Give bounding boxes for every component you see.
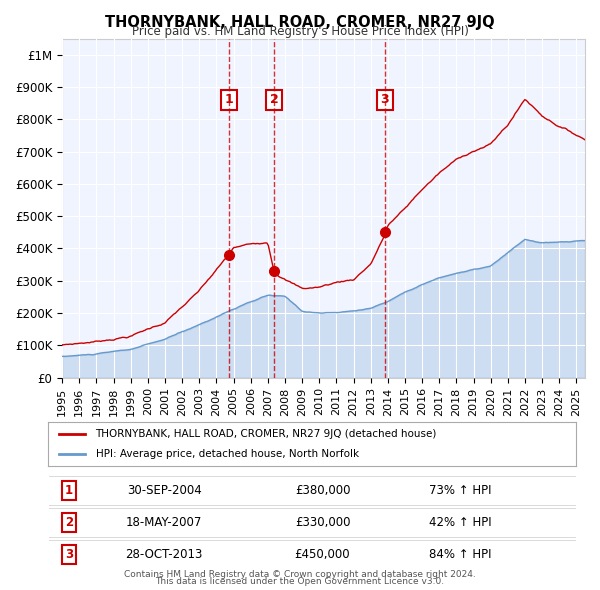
- Text: 84% ↑ HPI: 84% ↑ HPI: [428, 548, 491, 561]
- Text: £380,000: £380,000: [295, 484, 350, 497]
- Text: 42% ↑ HPI: 42% ↑ HPI: [428, 516, 491, 529]
- Text: THORNYBANK, HALL ROAD, CROMER, NR27 9JQ: THORNYBANK, HALL ROAD, CROMER, NR27 9JQ: [105, 15, 495, 30]
- Text: 3: 3: [380, 93, 389, 106]
- Text: 1: 1: [65, 484, 73, 497]
- FancyBboxPatch shape: [48, 540, 576, 569]
- FancyBboxPatch shape: [48, 476, 576, 505]
- Text: This data is licensed under the Open Government Licence v3.0.: This data is licensed under the Open Gov…: [155, 578, 445, 586]
- Text: 2: 2: [270, 93, 279, 106]
- Text: 18-MAY-2007: 18-MAY-2007: [126, 516, 202, 529]
- Text: 2: 2: [65, 516, 73, 529]
- Text: Price paid vs. HM Land Registry's House Price Index (HPI): Price paid vs. HM Land Registry's House …: [131, 25, 469, 38]
- Text: Contains HM Land Registry data © Crown copyright and database right 2024.: Contains HM Land Registry data © Crown c…: [124, 571, 476, 579]
- Text: 28-OCT-2013: 28-OCT-2013: [125, 548, 203, 561]
- Text: HPI: Average price, detached house, North Norfolk: HPI: Average price, detached house, Nort…: [95, 449, 359, 458]
- Text: 1: 1: [225, 93, 233, 106]
- FancyBboxPatch shape: [48, 508, 576, 537]
- Text: 73% ↑ HPI: 73% ↑ HPI: [428, 484, 491, 497]
- Text: THORNYBANK, HALL ROAD, CROMER, NR27 9JQ (detached house): THORNYBANK, HALL ROAD, CROMER, NR27 9JQ …: [95, 430, 437, 439]
- Text: £450,000: £450,000: [295, 548, 350, 561]
- Text: 30-SEP-2004: 30-SEP-2004: [127, 484, 202, 497]
- Text: £330,000: £330,000: [295, 516, 350, 529]
- Text: 3: 3: [65, 548, 73, 561]
